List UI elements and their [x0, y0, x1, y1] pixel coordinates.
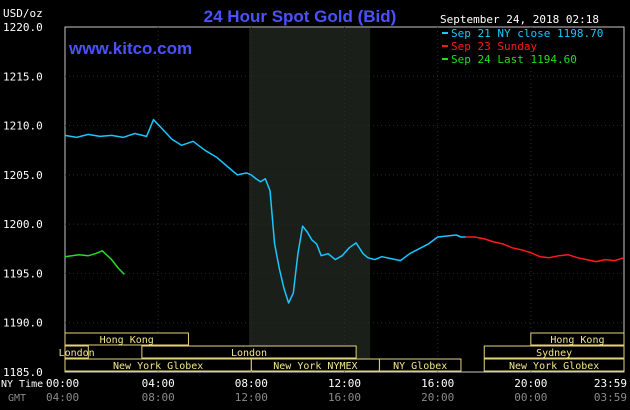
- y-tick-label: 1200.0: [3, 218, 43, 231]
- y-tick-label: 1195.0: [3, 267, 43, 280]
- x-row-label-gmt: GMT: [8, 393, 26, 404]
- legend-item: Sep 21 NY close 1198.70: [451, 27, 603, 40]
- market-session-label: London: [59, 348, 95, 359]
- x-tick-ny: 20:00: [514, 377, 547, 390]
- x-tick-ny: 16:00: [421, 377, 454, 390]
- x-tick-gmt: 20:00: [421, 391, 454, 404]
- market-session-box: [64, 345, 89, 359]
- chart-title: 24 Hour Spot Gold (Bid): [204, 7, 397, 26]
- market-session-label: London: [231, 348, 267, 359]
- y-tick-label: 1190.0: [3, 317, 43, 330]
- series-line: [64, 118, 466, 304]
- watermark-url: www.kitco.com: [68, 39, 192, 58]
- market-session-label: New York Globex: [113, 361, 203, 372]
- x-tick-ny: 23:59: [594, 377, 627, 390]
- timestamp: September 24, 2018 02:18: [440, 13, 599, 26]
- market-session-box: [64, 332, 189, 346]
- market-session-label: Hong Kong: [550, 335, 604, 346]
- market-sessions: Hong Kong London London New York Globex New …: [59, 332, 625, 372]
- market-session-box: [530, 332, 625, 346]
- y-tick-label: 1210.0: [3, 120, 43, 133]
- x-tick-ny: 00:00: [46, 377, 79, 390]
- y-axis: 1220.0 1215.0 1210.0 1205.0 1200.0 1195.0 1190…: [3, 21, 43, 379]
- x-tick-gmt: 00:00: [514, 391, 547, 404]
- market-session-box: [141, 345, 357, 359]
- grid: [65, 27, 624, 372]
- legend-item: Sep 24 Last 1194.60: [451, 53, 577, 66]
- nymex-session-shade: [249, 28, 371, 371]
- market-session-box: [483, 358, 625, 372]
- y-tick-label: 1215.0: [3, 70, 43, 83]
- series-line: [465, 236, 625, 263]
- x-tick-ny: 04:00: [142, 377, 175, 390]
- legend-item: Sep 23 Sunday: [451, 40, 537, 53]
- market-session-label: Hong Kong: [100, 335, 154, 346]
- market-session-label: New York Globex: [509, 361, 599, 372]
- x-tick-gmt: 04:00: [46, 391, 79, 404]
- x-tick-ny: 12:00: [328, 377, 361, 390]
- market-session-label: NY Globex: [393, 361, 447, 372]
- market-session-label: New York NYMEX: [273, 361, 357, 372]
- x-tick-ny: 08:00: [235, 377, 268, 390]
- series-group: [64, 118, 625, 304]
- y-tick-label: 1185.0: [3, 366, 43, 379]
- y-axis-label: USD/oz: [3, 7, 43, 20]
- x-tick-gmt: 08:00: [142, 391, 175, 404]
- series-line: [64, 250, 125, 275]
- market-session-box: [378, 358, 462, 372]
- x-tick-gmt: 16:00: [328, 391, 361, 404]
- x-row-label-ny: NY Time: [1, 379, 43, 390]
- x-tick-gmt: 03:59: [594, 391, 627, 404]
- market-session-box: [483, 345, 625, 359]
- y-tick-label: 1205.0: [3, 169, 43, 182]
- x-axis: 00:0004:0004:0008:0008:0012:0012:0016:00…: [1, 377, 627, 404]
- x-tick-gmt: 12:00: [235, 391, 268, 404]
- market-session-label: Sydney: [536, 348, 572, 359]
- y-tick-label: 1220.0: [3, 21, 43, 34]
